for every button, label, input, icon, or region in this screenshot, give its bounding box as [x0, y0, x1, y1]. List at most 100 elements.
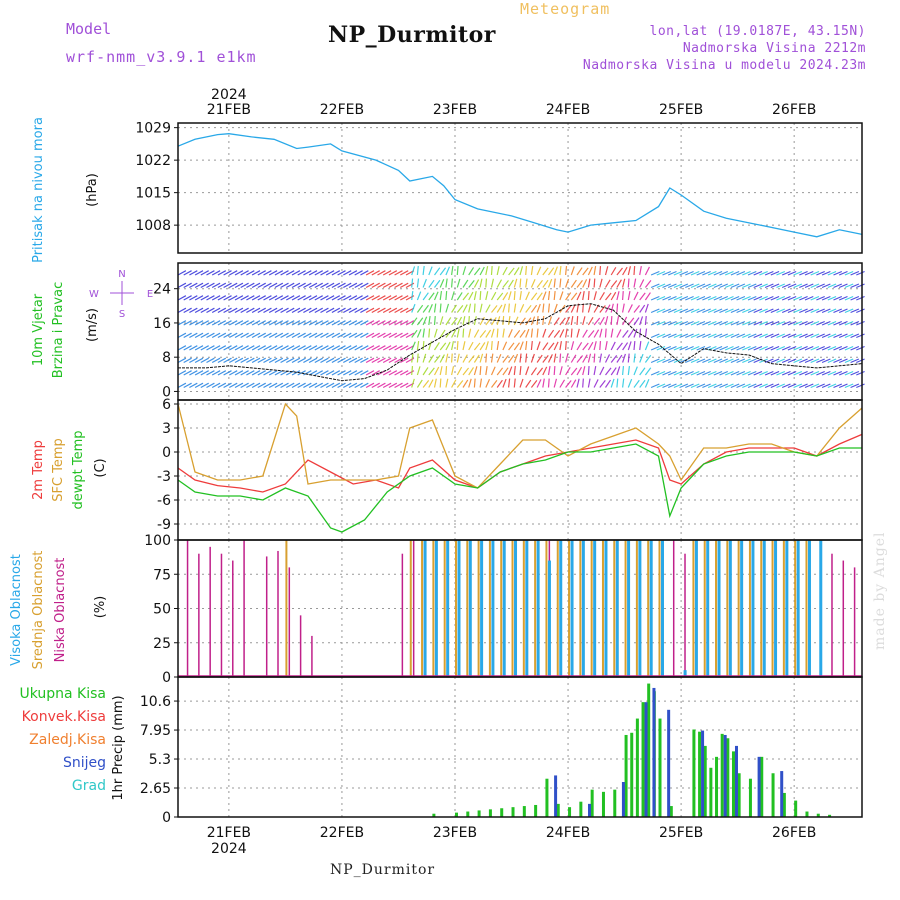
- wind-barb: [810, 333, 820, 339]
- wind-barb: [371, 332, 380, 339]
- wind-barb: [490, 340, 493, 351]
- wind-barb: [177, 382, 187, 389]
- wind-barb: [844, 320, 854, 326]
- labels-layer: 21FEB 21FEB 22FEB 22FEB 23FEB 23FEB 24FEB 24FEB…: [9, 87, 816, 857]
- wind-barb: [422, 367, 429, 376]
- wind-barb: [439, 316, 444, 326]
- wind-barb: [286, 295, 295, 301]
- wind-barb: [547, 278, 553, 288]
- wind-barb: [816, 370, 825, 376]
- wind-barb: [570, 266, 575, 276]
- wind-barb: [667, 370, 677, 376]
- cloud-bar: [466, 540, 469, 677]
- wind-barb: [400, 307, 409, 314]
- wind-barb: [325, 307, 335, 314]
- wind-barb: [314, 307, 323, 314]
- cloud-bar: [559, 540, 563, 677]
- precip-bar: [624, 734, 628, 817]
- wind-barb: [719, 370, 729, 376]
- wind-barb: [428, 304, 433, 313]
- wind-barb: [434, 355, 441, 363]
- wind-barb: [553, 266, 558, 276]
- wind-barb: [263, 357, 272, 364]
- cloud-bar: [432, 540, 435, 677]
- wind-barb: [251, 282, 261, 289]
- wind-barb: [268, 307, 278, 314]
- wind-barb: [781, 283, 791, 289]
- wind-barb: [519, 378, 524, 388]
- wind-barb: [542, 328, 547, 338]
- wind-barb: [753, 283, 763, 289]
- wind-barb: [348, 282, 358, 289]
- wind-barb: [724, 295, 734, 301]
- cloud-bar: [819, 540, 823, 677]
- wind-barb: [787, 308, 797, 314]
- precip-bar: [652, 687, 656, 817]
- precip-bar: [588, 803, 592, 817]
- wind-barb: [759, 320, 768, 326]
- wind-barb: [251, 270, 261, 276]
- wind-barb: [810, 320, 820, 326]
- wind-barb: [530, 367, 537, 376]
- wind-barb: [428, 354, 435, 363]
- wind-barb: [513, 316, 519, 326]
- wind-barb: [582, 303, 584, 313]
- wind-barb: [627, 304, 633, 313]
- wind-barb: [685, 345, 694, 351]
- wind-barb: [542, 355, 549, 363]
- wind-barb: [593, 266, 597, 276]
- wind-barb: [286, 345, 295, 351]
- wind-barb: [200, 295, 209, 301]
- wind-barb: [468, 280, 475, 288]
- cloud-bar: [434, 540, 438, 677]
- wind-barb: [382, 382, 392, 389]
- wind-barb: [799, 308, 808, 314]
- precip-bar: [734, 745, 738, 817]
- wind-barb: [667, 283, 677, 289]
- wind-barb: [519, 341, 524, 351]
- wind-barb: [833, 383, 843, 389]
- wind-barb: [827, 270, 837, 276]
- wind-barb: [513, 303, 517, 313]
- wind-barb: [542, 366, 548, 376]
- wind-barb: [314, 357, 323, 364]
- wind-barb: [679, 283, 689, 289]
- wind-barb: [616, 267, 623, 276]
- wind-barb: [793, 383, 803, 389]
- wind-barb: [576, 355, 584, 363]
- wind-barb: [844, 270, 854, 276]
- wind-barb: [229, 320, 238, 326]
- wind-barb: [428, 316, 431, 326]
- wind-barb: [451, 366, 455, 376]
- wind-barb: [730, 295, 740, 301]
- wind-barb: [856, 308, 865, 314]
- y-tick-label: 0: [162, 384, 171, 400]
- wind-barb: [508, 267, 515, 276]
- wind-barb: [827, 295, 837, 301]
- wind-barb: [644, 328, 648, 338]
- wind-barb: [473, 354, 480, 363]
- wind-barb: [850, 308, 860, 314]
- wind-barb: [223, 320, 232, 326]
- wind-barb: [633, 340, 636, 351]
- wind-barb: [274, 370, 284, 376]
- compass-w: W: [89, 289, 99, 300]
- wind-barb: [268, 332, 278, 339]
- wind-barb: [610, 303, 614, 313]
- wind-barb: [810, 345, 820, 351]
- wind-barb: [781, 308, 791, 314]
- wind-barb: [599, 291, 605, 301]
- wind-barb: [736, 295, 746, 301]
- wind-barb: [724, 283, 734, 289]
- wind-barb: [662, 370, 672, 376]
- wind-barb: [496, 354, 502, 363]
- wind-barb: [325, 282, 335, 289]
- wind-barb: [240, 382, 249, 389]
- wind-barb: [200, 307, 209, 314]
- wind-barb: [377, 270, 386, 276]
- wind-barb: [587, 330, 595, 338]
- wind-barb: [679, 333, 689, 339]
- wind-barb: [297, 295, 306, 301]
- wind-barb: [360, 332, 369, 339]
- wind-barb: [268, 357, 278, 364]
